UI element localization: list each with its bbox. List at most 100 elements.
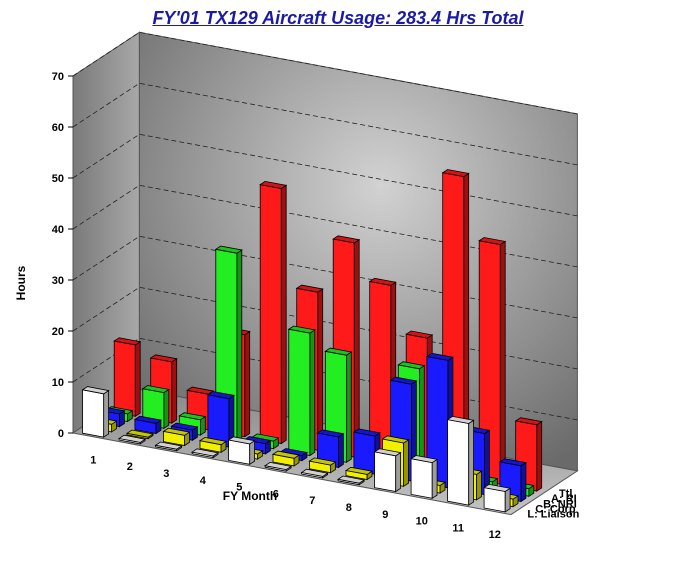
bar-top — [149, 354, 178, 363]
bar-l-liaison-month-5 — [227, 436, 256, 466]
bar-top — [259, 180, 288, 189]
bar-l-liaison-month-9 — [373, 448, 402, 493]
bar-top — [514, 417, 543, 426]
bar-top — [271, 450, 301, 459]
y-tick-label: 0 — [58, 428, 64, 440]
bar-front — [353, 431, 376, 475]
bar-side — [317, 288, 324, 452]
bar-side — [103, 389, 109, 438]
bar-top — [498, 458, 527, 467]
bar-side — [431, 458, 438, 500]
bar-ttl-month-11 — [478, 237, 507, 486]
bar-top — [227, 436, 256, 445]
x-axis-title: FY Month — [223, 489, 277, 503]
bar-top — [308, 457, 337, 466]
x-tick-label: 9 — [382, 509, 388, 521]
bar-top — [446, 415, 475, 424]
series-label: A: RI — [551, 493, 577, 505]
bar-side — [520, 461, 527, 503]
bar-top — [295, 284, 324, 293]
bar-top — [214, 245, 243, 254]
bar-l-liaison-month-8 — [337, 475, 366, 486]
bar-top — [133, 415, 162, 424]
y-tick-label: 50 — [52, 173, 64, 185]
x-tick-label: 1 — [90, 454, 96, 466]
bar-top — [410, 455, 439, 464]
bars — [81, 169, 543, 513]
x-tick-label: 6 — [273, 488, 279, 500]
bar-top — [332, 235, 361, 244]
bar-b-nri-month-7 — [316, 429, 345, 469]
gridline — [72, 235, 578, 319]
bar-l-liaison-month-4 — [191, 448, 220, 459]
chart-title: FY'01 TX129 Aircraft Usage: 283.4 Hrs To… — [152, 8, 524, 28]
y-tick-label: 30 — [52, 275, 64, 287]
bar-top — [243, 436, 272, 445]
bar-top — [170, 422, 199, 431]
bar-ttl-month-1 — [113, 337, 142, 418]
bar-top — [478, 237, 507, 246]
bar-side — [345, 351, 352, 464]
bar-front — [447, 419, 470, 506]
gridline — [72, 184, 578, 268]
bar-top — [162, 427, 191, 436]
x-tick-label: 5 — [236, 482, 242, 494]
bar-top — [206, 391, 235, 400]
bar-top — [381, 435, 410, 444]
bar-side — [476, 470, 482, 501]
gridline — [72, 31, 578, 115]
y-tick-label: 70 — [52, 71, 64, 83]
bar-side — [280, 184, 287, 445]
bar-side — [504, 487, 511, 513]
x-tick-label: 3 — [163, 468, 169, 480]
bar-c-corp-month-6 — [271, 450, 301, 467]
bar-c-corp-month-7 — [308, 457, 337, 474]
bar-top — [264, 461, 293, 471]
bar-side — [249, 439, 256, 466]
bar-c-corp-month-4 — [198, 437, 228, 454]
bar-top — [425, 352, 454, 361]
y-tick-label: 20 — [52, 326, 64, 338]
bar-front — [288, 328, 311, 456]
bar-side — [536, 420, 543, 492]
bar-front — [374, 451, 397, 492]
bar-top — [352, 428, 381, 437]
bar-ttl-month-5 — [259, 180, 288, 445]
bar-c-corp-month-8 — [344, 466, 374, 481]
bar-top — [113, 337, 142, 346]
bar-l-liaison-month-2 — [118, 434, 147, 445]
gridline — [72, 82, 578, 166]
bar-l-liaison-month-6 — [264, 461, 293, 472]
bar-top — [483, 483, 512, 492]
bar-top — [154, 441, 183, 450]
bar-side — [244, 330, 251, 438]
bar-side — [499, 240, 506, 486]
bar-side — [353, 238, 360, 458]
bar-l-liaison-month-12 — [483, 483, 512, 513]
bar-l-liaison-month-10 — [410, 455, 439, 500]
bar-side — [134, 340, 141, 418]
bar-top — [373, 448, 402, 457]
y-tick-label: 10 — [52, 377, 64, 389]
bar-top — [118, 434, 147, 443]
x-tick-label: 8 — [346, 502, 352, 514]
bar-top — [125, 429, 155, 438]
bar-l-liaison-month-11 — [446, 415, 475, 506]
bar-side — [309, 329, 316, 457]
bar-top — [300, 468, 329, 477]
y-axis-title: Hours — [14, 265, 28, 300]
bar-front — [410, 458, 433, 499]
bar-top — [178, 412, 207, 421]
bar-top — [198, 437, 228, 446]
bar-l-liaison-month-3 — [154, 441, 183, 452]
gridline — [72, 133, 578, 217]
bar-side — [163, 388, 170, 430]
bar-front — [82, 389, 105, 438]
bar-side — [171, 357, 178, 424]
x-tick-label: 11 — [452, 522, 464, 534]
bar-side — [395, 451, 402, 493]
x-tick-label: 2 — [127, 461, 133, 473]
bar-c-corp-month-2 — [125, 429, 155, 440]
series-label: B: NRI — [543, 498, 577, 510]
